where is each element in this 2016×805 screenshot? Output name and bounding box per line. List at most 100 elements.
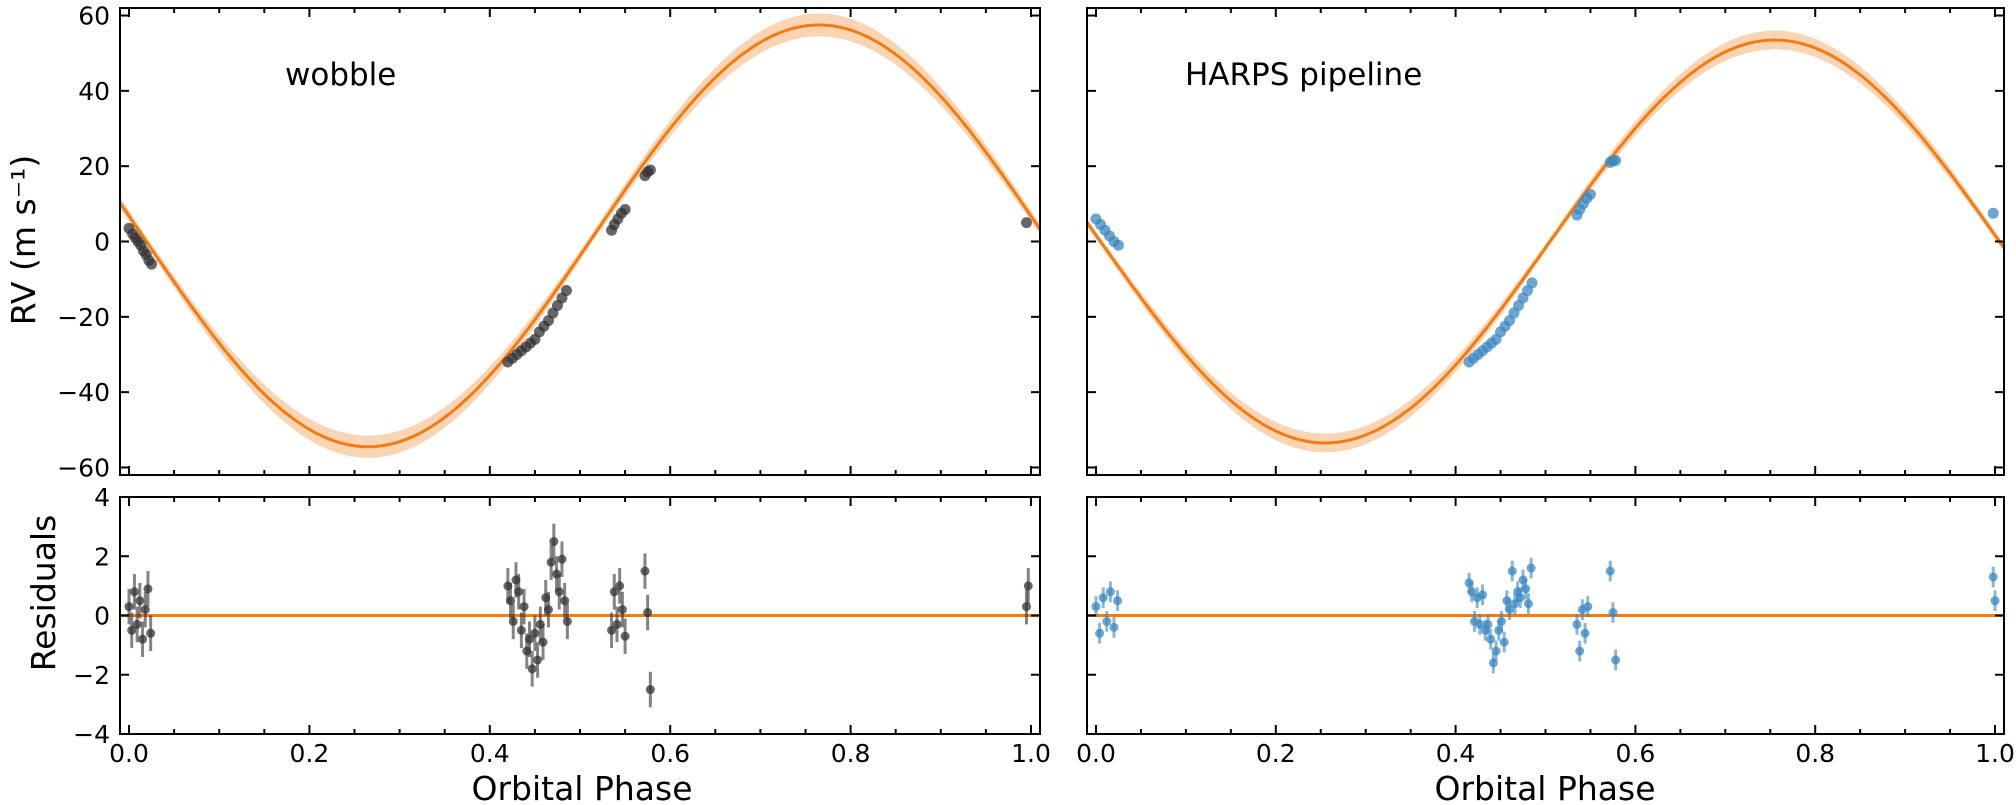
data-point xyxy=(607,625,617,635)
y-tick-label: −60 xyxy=(57,453,110,482)
data-point xyxy=(1526,277,1538,289)
data-point xyxy=(543,605,553,615)
data-point xyxy=(1575,646,1585,656)
data-point xyxy=(1505,605,1515,615)
xlabel-left: Orbital Phase xyxy=(471,769,692,805)
y-tick-label: 40 xyxy=(78,77,110,106)
data-point xyxy=(524,634,534,644)
data-point xyxy=(640,566,650,576)
y-tick-label: 2 xyxy=(94,542,110,571)
x-tick-label: 0.0 xyxy=(1076,739,1116,768)
y-tick-label: 0 xyxy=(94,228,110,257)
data-point xyxy=(138,634,148,644)
panel-wobble-rv: wobble −60 −40 −20 0 20 40 60 xyxy=(57,2,1042,482)
data-point xyxy=(135,596,145,606)
data-point xyxy=(514,587,524,597)
data-point xyxy=(538,637,548,647)
data-point xyxy=(1515,593,1525,603)
data-point xyxy=(1483,619,1493,629)
y-tick-label: −20 xyxy=(57,303,110,332)
data-point xyxy=(645,685,655,695)
data-point xyxy=(530,628,540,638)
data-point xyxy=(127,625,137,635)
data-point xyxy=(609,587,619,597)
data-point xyxy=(1467,587,1477,597)
data-point xyxy=(140,605,150,615)
data-point xyxy=(129,587,139,597)
data-point xyxy=(1521,584,1531,594)
model-curve xyxy=(118,23,1042,449)
data-point xyxy=(546,557,556,567)
data-point xyxy=(527,664,537,674)
data-point xyxy=(1987,207,1999,219)
ylabel-residuals: Residuals xyxy=(24,515,63,672)
y-tick-label: −40 xyxy=(57,378,110,407)
data-point xyxy=(1478,590,1488,600)
model-uncertainty-band xyxy=(120,13,1040,458)
y-tick-label: 20 xyxy=(78,152,110,181)
x-tick-label: 0.4 xyxy=(470,739,510,768)
data-point xyxy=(549,536,559,546)
data-point xyxy=(124,602,134,612)
data-point xyxy=(562,616,572,626)
data-point xyxy=(560,284,572,296)
data-point xyxy=(1491,646,1501,656)
data-point xyxy=(1611,655,1621,665)
x-tick-label: 1.0 xyxy=(1975,739,2015,768)
data-point xyxy=(1021,602,1031,612)
x-tick-label: 0.6 xyxy=(1616,739,1656,768)
data-point xyxy=(1109,622,1119,632)
data-point xyxy=(1496,616,1506,626)
y-tick-label: −2 xyxy=(73,661,110,690)
data-point xyxy=(132,619,142,629)
data-point xyxy=(143,584,153,594)
data-point xyxy=(1102,616,1112,626)
data-point xyxy=(1486,634,1496,644)
data-point xyxy=(620,631,630,641)
y-tick-label: 60 xyxy=(78,2,110,31)
x-tick-label: 0.8 xyxy=(831,739,871,768)
data-point xyxy=(533,655,543,665)
data-point xyxy=(557,554,567,564)
data-point xyxy=(1091,602,1101,612)
y-tick-label: 0 xyxy=(94,602,110,631)
x-tick-label: 0.6 xyxy=(650,739,690,768)
data-point xyxy=(644,164,656,176)
data-point xyxy=(1475,619,1485,629)
panel-title: HARPS pipeline xyxy=(1185,57,1422,93)
y-tick-label: −4 xyxy=(73,720,110,749)
panel-wobble-residuals: −4 −2 0 2 4 0.0 0.2 0.4 0.6 0.8 1.0 xyxy=(73,483,1051,768)
data-point xyxy=(1095,628,1105,638)
data-point xyxy=(643,608,653,618)
data-point xyxy=(1988,572,1998,582)
data-point xyxy=(1499,637,1509,647)
axes-frame xyxy=(119,7,1041,476)
data-point xyxy=(1020,217,1032,229)
panel-harps-residuals: 0.0 0.2 0.4 0.6 0.8 1.0 xyxy=(1076,496,2015,768)
data-point xyxy=(1526,563,1536,573)
data-point xyxy=(554,587,564,597)
data-point xyxy=(146,258,158,270)
x-tick-label: 0.0 xyxy=(109,739,149,768)
data-point xyxy=(506,596,516,606)
data-point xyxy=(146,628,156,638)
y-tick-label: 4 xyxy=(94,483,110,512)
data-point xyxy=(508,616,518,626)
data-point xyxy=(1990,596,2000,606)
data-point xyxy=(1580,628,1590,638)
data-point xyxy=(1584,188,1596,200)
model-curve xyxy=(1085,38,2006,445)
data-point xyxy=(1523,599,1533,609)
data-point xyxy=(1112,239,1124,251)
data-point xyxy=(1113,596,1123,606)
data-point xyxy=(1605,566,1615,576)
panel-title: wobble xyxy=(285,57,396,93)
model-uncertainty-band xyxy=(1087,30,2004,453)
data-point xyxy=(1098,593,1108,603)
ylabel-rv: RV (m s⁻¹) xyxy=(4,155,43,325)
data-point xyxy=(1572,619,1582,629)
data-point xyxy=(1583,602,1593,612)
data-point xyxy=(560,596,570,606)
data-point xyxy=(619,203,631,215)
